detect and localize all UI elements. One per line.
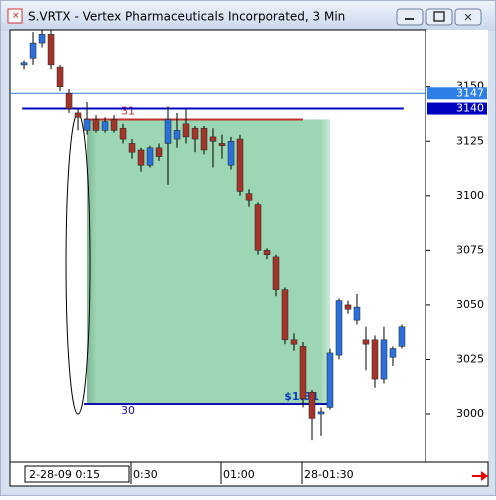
maximize-glyph — [433, 11, 445, 22]
x-tick-label: 28-01:30 — [304, 468, 354, 481]
candle-body — [389, 348, 397, 358]
candle-body — [263, 250, 271, 255]
candle-body — [272, 256, 280, 290]
candle-body — [299, 346, 307, 399]
x-tick-label: 0:30 — [133, 468, 158, 481]
price-box-label: 3147 — [456, 86, 484, 99]
y-tick-label: 3125 — [456, 134, 484, 147]
candle-body — [326, 352, 334, 408]
candle-body — [92, 119, 100, 131]
y-tick-label: 3075 — [456, 243, 484, 256]
candle-body — [227, 141, 235, 166]
candle-body — [353, 306, 361, 321]
scroll-arrow[interactable] — [472, 471, 488, 481]
y-tick-label: 3050 — [456, 298, 484, 311]
price-box — [427, 102, 487, 115]
candle-body — [110, 119, 118, 131]
minimize-button[interactable] — [396, 8, 424, 26]
candle-body — [155, 147, 163, 157]
zone-top-label: 31 — [121, 104, 135, 117]
close-glyph: ✕ — [463, 11, 472, 24]
start-label-box — [24, 465, 130, 483]
candle-body — [344, 304, 352, 310]
price-axis — [426, 30, 488, 462]
candle-body — [146, 147, 154, 166]
candle-body — [164, 119, 172, 144]
icon-glyph: ✕ — [12, 12, 20, 22]
candle-body — [101, 121, 109, 131]
candle-body — [38, 34, 46, 44]
candle-body — [245, 193, 253, 201]
candle-body — [218, 143, 226, 146]
candle-body — [209, 136, 217, 142]
candle-body — [29, 42, 37, 59]
target-zone — [87, 119, 330, 404]
x-tick-label: 01:00 — [223, 468, 255, 481]
close-button[interactable] — [454, 8, 482, 26]
candle-body — [398, 326, 406, 347]
y-tick-label: 3025 — [456, 352, 484, 365]
candle-body — [74, 112, 82, 118]
candle-body — [20, 62, 28, 66]
candle-body — [137, 149, 145, 166]
candle-body — [119, 127, 127, 140]
chart: 3130$1.313000302530503075310031253150314… — [10, 30, 487, 484]
price-box-label: 3140 — [456, 102, 484, 115]
candle-body — [362, 339, 370, 345]
candle-body — [308, 391, 316, 419]
app-icon — [7, 8, 23, 24]
candle-body — [236, 138, 244, 192]
candle-body — [371, 339, 379, 380]
maximize-button[interactable] — [425, 8, 453, 26]
window-title: S.VRTX - Vertex Pharmaceuticals Incorpor… — [28, 10, 345, 24]
candle-body — [380, 339, 388, 380]
candle-body — [317, 411, 325, 415]
candle-body — [191, 127, 199, 140]
minimize-glyph — [405, 18, 414, 20]
candle-body — [173, 130, 181, 140]
y-tick-label: 3100 — [456, 189, 484, 202]
start-label: 2-28-09 0:15 — [29, 468, 100, 481]
candle-body — [56, 66, 64, 87]
candle-body — [335, 300, 343, 356]
candle-body — [254, 204, 262, 251]
y-tick-label: 3000 — [456, 407, 484, 420]
candle-body — [83, 119, 91, 131]
candle-body — [128, 143, 136, 153]
candle-body — [182, 123, 190, 138]
candle-body — [200, 127, 208, 151]
price-box — [427, 87, 487, 100]
candle-body — [47, 34, 55, 66]
candle-body — [281, 289, 289, 341]
zone-bottom-label: 30 — [121, 404, 135, 417]
candle-body — [290, 339, 298, 345]
candle-body — [65, 93, 73, 109]
